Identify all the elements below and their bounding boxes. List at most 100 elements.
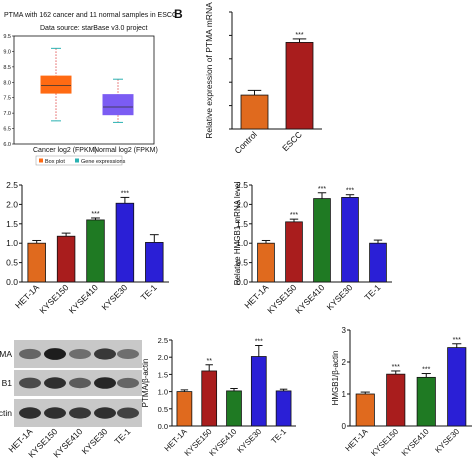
- category-label: HET-1A: [343, 427, 370, 454]
- blot-band: [19, 407, 41, 419]
- boxplot-title: PTMA with 162 cancer and 11 normal sampl…: [4, 12, 177, 19]
- ytick-label: 2.0: [236, 199, 248, 209]
- significance-mark: ***: [422, 367, 430, 374]
- boxplot-ytick-label: 7.5: [3, 96, 11, 102]
- category-label: KYSE410: [293, 282, 326, 315]
- significance-mark: ***: [295, 32, 303, 39]
- bar: [56, 235, 76, 283]
- bar: [285, 221, 303, 283]
- ytick-label: 1.5: [6, 219, 18, 229]
- significance-mark: ***: [453, 337, 461, 344]
- blot-lane-label: KYSE30: [80, 426, 110, 456]
- blot-band: [44, 377, 66, 389]
- legend-swatch-boxplot: [39, 158, 43, 163]
- blot-row-label: B1: [2, 378, 13, 388]
- y-axis-label: HMGB1/β-actin: [331, 351, 340, 406]
- blot-band: [94, 377, 116, 389]
- bar: [313, 198, 331, 283]
- bar: [240, 94, 269, 130]
- blot-band: [19, 377, 41, 389]
- ytick-label: 2.5: [6, 180, 18, 190]
- ytick-label: 1.5: [236, 219, 248, 229]
- boxplot-box: [40, 75, 72, 94]
- significance-mark: ***: [121, 190, 129, 197]
- ytick-label: 1.5: [158, 370, 168, 379]
- blot-band: [44, 407, 66, 419]
- category-label: KYSE30: [433, 427, 461, 455]
- ytick-label: 0.0: [158, 422, 168, 431]
- boxplot-ytick-label: 6.0: [3, 142, 11, 148]
- category-label: TE-1: [139, 282, 159, 302]
- panel-a: PTMA with 162 cancer and 11 normal sampl…: [3, 12, 177, 166]
- ytick-label: 2.5: [158, 336, 168, 345]
- blot-lane-label: TE-1: [112, 426, 132, 446]
- category-label: KYSE30: [325, 282, 355, 312]
- ytick-label: 2.0: [6, 199, 18, 209]
- significance-mark: **: [206, 358, 212, 365]
- ytick-label: 0: [342, 422, 347, 431]
- ytick-label: 0.0: [6, 277, 18, 287]
- legend-box: [35, 155, 123, 166]
- significance-mark: ***: [318, 186, 326, 193]
- boxplot-ytick-label: 8.0: [3, 80, 11, 86]
- significance-mark: ***: [91, 211, 99, 218]
- bar: [275, 390, 292, 427]
- ytick-label: 2.5: [236, 180, 248, 190]
- bar: [341, 197, 359, 283]
- bar: [369, 242, 387, 283]
- category-label: KYSE150: [369, 427, 400, 458]
- category-label: TE-1: [362, 282, 382, 302]
- bar: [355, 393, 375, 427]
- bar: [250, 356, 267, 427]
- y-axis-label: Relative HMGB1 mRNA level: [233, 181, 242, 285]
- category-label: KYSE150: [37, 282, 70, 315]
- category-label: KYSE150: [265, 282, 298, 315]
- legend-label-boxplot: Box plot: [45, 159, 65, 165]
- boxplot-ytick-label: 7.0: [3, 111, 11, 117]
- chart-f: 0.00.51.01.52.02.5PTMA/β-actinHET-1A**KY…: [141, 336, 296, 458]
- blot-band: [94, 348, 116, 360]
- blot-band: [117, 377, 139, 389]
- bar: [386, 373, 406, 427]
- ytick-label: 0.5: [6, 258, 18, 268]
- ytick-label: 2: [342, 358, 347, 367]
- bar: [145, 242, 164, 283]
- y-axis-label: Relative expression of PTMA mRNA: [204, 2, 214, 139]
- ytick-label: 0.5: [236, 258, 248, 268]
- ytick-label: 1.0: [236, 238, 248, 248]
- ytick-label: 0.0: [236, 277, 248, 287]
- blot-row-label: actin: [0, 408, 12, 418]
- blot-band: [117, 349, 139, 359]
- boxplot-box: [102, 94, 134, 116]
- ytick-label: 2.0: [158, 353, 168, 362]
- bar: [257, 242, 275, 283]
- category-label: ESCC: [280, 129, 304, 153]
- bar: [27, 242, 46, 283]
- boxplot-category-normal: Normal log2 (FPKM): [94, 147, 158, 154]
- category-label: KYSE410: [67, 282, 100, 315]
- legend-swatch-gene: [75, 158, 79, 163]
- significance-mark: ***: [392, 364, 400, 371]
- bar: [416, 376, 436, 427]
- boxplot-ytick-label: 9.0: [3, 49, 11, 55]
- significance-mark: ***: [290, 212, 298, 219]
- y-axis-label: PTMA/β-actin: [141, 359, 150, 408]
- blot-band: [69, 377, 91, 389]
- bar: [447, 347, 467, 427]
- chart-b: Relative expression of PTMA mRNA Control *…: [204, 2, 322, 156]
- category-label: TE-1: [269, 427, 288, 446]
- significance-mark: ***: [346, 188, 354, 195]
- panel-label-b: B: [174, 7, 183, 21]
- bar: [176, 391, 193, 427]
- boxplot-ytick-label: 6.5: [3, 127, 11, 133]
- legend-label-gene: Gene expressions: [81, 159, 126, 165]
- boxplot-category-cancer: Cancer log2 (FPKM): [33, 147, 97, 154]
- boxplot-frame: [13, 35, 155, 145]
- bar: [201, 370, 218, 427]
- blot-band: [19, 348, 41, 360]
- boxplot-marks: 6.0 6.5 7.0 7.5 8.0 8.5 9.0 9.5: [3, 34, 134, 148]
- category-label: KYSE30: [100, 282, 130, 312]
- chart-c: 0.00.51.01.52.02.5HET-1AKYSE150***KYSE41…: [6, 180, 169, 315]
